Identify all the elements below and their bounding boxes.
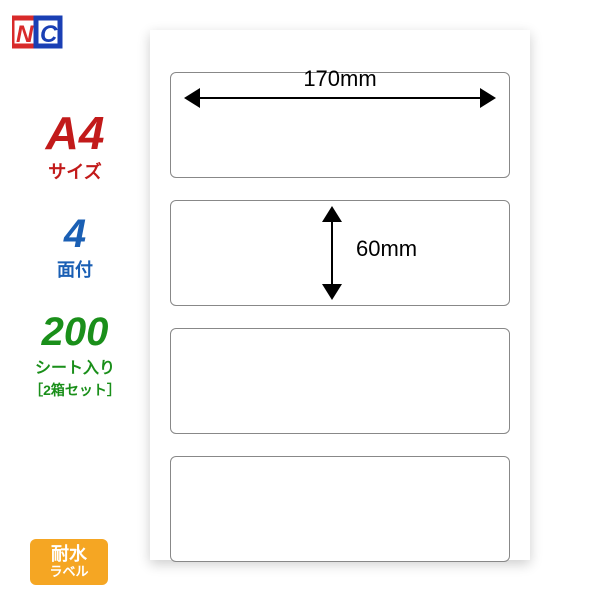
label-sheet-diagram: 170mm 60mm (150, 30, 530, 560)
spec-sheets-label: シート入り (15, 354, 135, 378)
spec-faces: 4 面付 (15, 214, 135, 282)
width-dimension-label: 170mm (150, 66, 530, 92)
spec-size-label: サイズ (15, 158, 135, 184)
svg-text:N: N (16, 21, 34, 48)
spec-boxset-label: ［2箱セット］ (15, 380, 135, 400)
spec-size-value: A4 (15, 110, 135, 156)
spec-sheets-value: 200 (15, 312, 135, 352)
spec-column: A4 サイズ 4 面付 200 シート入り ［2箱セット］ (15, 110, 135, 430)
label-slot (170, 456, 510, 562)
height-dimension (320, 208, 344, 298)
badge-bottom-text: ラベル (30, 565, 108, 579)
label-slot (170, 328, 510, 434)
badge-top-text: 耐水 (30, 545, 108, 565)
spec-sheets: 200 シート入り ［2箱セット］ (15, 312, 135, 400)
spec-faces-value: 4 (15, 214, 135, 254)
svg-text:C: C (40, 21, 58, 48)
nc-logo: N C (12, 12, 68, 52)
waterproof-badge: 耐水 ラベル (30, 539, 108, 585)
spec-faces-label: 面付 (15, 256, 135, 282)
spec-size: A4 サイズ (15, 110, 135, 184)
height-dimension-label: 60mm (356, 236, 417, 262)
